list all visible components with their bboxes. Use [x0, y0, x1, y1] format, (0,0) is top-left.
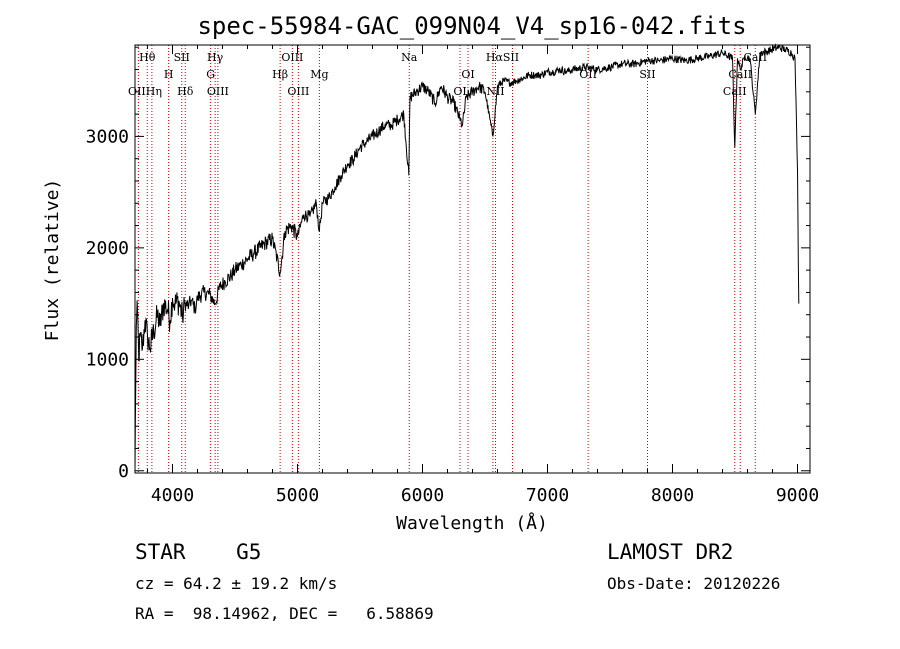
x-tick-label: 6000 [401, 485, 444, 506]
x-axis-label: Wavelength (Å) [396, 512, 548, 534]
y-tick-label: 2000 [86, 238, 129, 259]
plot-frame [134, 44, 811, 474]
line-label: HαSII [486, 51, 519, 64]
x-tick-label: 5000 [276, 485, 319, 506]
line-label: Hδ [177, 85, 194, 98]
line-label: Na [401, 51, 418, 64]
y-axis-label: Flux (relative) [42, 179, 63, 342]
line-label: SII [639, 68, 655, 81]
x-tick-label: 8000 [651, 485, 694, 506]
line-label: OIII [281, 51, 303, 64]
line-label: NII [486, 85, 504, 98]
axes: 4000 5000 6000 7000 8000 9000 0 1000 2000 3000 [86, 44, 819, 506]
line-label: OI [461, 68, 474, 81]
line-label: OIIHη [128, 85, 162, 98]
line-label: Hγ [207, 51, 224, 64]
chart-title: spec-55984-GAC_099N04_V4_sp16-042.fits [197, 12, 746, 40]
observation-date: Obs-Date: 20120226 [607, 574, 781, 593]
line-label: OIII [287, 85, 309, 98]
line-label: Hθ [139, 51, 156, 64]
line-labels: Hθ SII Hγ OIII Na HαSII CaII H G Hβ Mg OI OII SII CaII… [128, 51, 767, 98]
y-tick-label: 0 [118, 461, 129, 482]
y-tick-label: 3000 [86, 126, 129, 147]
spectrum-line [134, 43, 800, 471]
coordinates: RA = 98.14962, DEC = 6.58869 [135, 604, 434, 623]
y-tick-label: 1000 [86, 349, 129, 370]
line-label: OIII [207, 85, 229, 98]
line-label: Mg [310, 68, 328, 81]
survey-name: LAMOST DR2 [607, 540, 734, 564]
x-tick-label: 7000 [526, 485, 569, 506]
line-markers [137, 45, 756, 473]
spectrum-series [134, 43, 800, 471]
x-tick-label: 4000 [151, 485, 194, 506]
line-label: CaII [723, 85, 747, 98]
line-label: OII [579, 68, 597, 81]
line-label: H [164, 68, 174, 81]
line-label: Hβ [272, 68, 288, 81]
object-class: STAR G5 [135, 540, 262, 564]
line-label: G [206, 68, 215, 81]
line-label: CaII [728, 68, 752, 81]
redshift-velocity: cz = 64.2 ± 19.2 km/s [135, 574, 338, 593]
x-tick-label: 9000 [776, 485, 819, 506]
line-label: SII [174, 51, 190, 64]
line-label: OI [453, 85, 466, 98]
